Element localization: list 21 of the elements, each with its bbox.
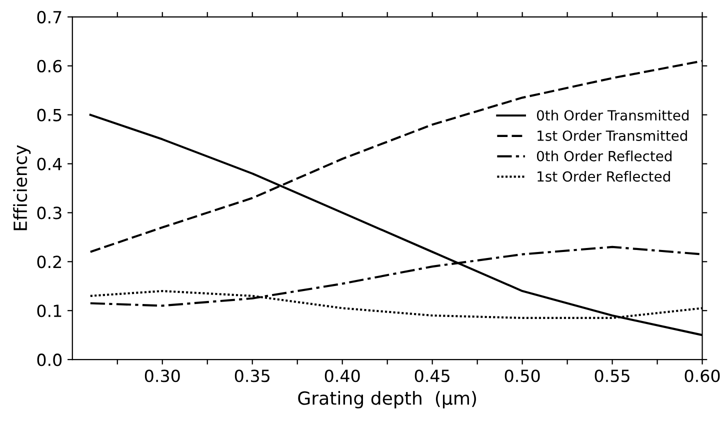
y-tick-label: 0.1 [37,304,62,318]
legend-label: 0th Order Reflected [536,150,672,162]
y-tick-label: 0.5 [37,108,62,122]
y-tick-label: 0.6 [37,60,62,72]
x-tick-label: 0.45 [414,370,450,382]
y-tick-label: 0.2 [37,256,62,268]
y-axis-title: Efficiency [13,145,31,230]
y-tick-label: 0.7 [37,10,62,24]
x-tick-label: 0.55 [594,370,630,382]
x-tick-label: 0.40 [324,370,360,382]
legend-label: 0th Order Transmitted [536,110,689,121]
legend-label: 1st Order Transmitted [538,130,687,141]
x-tick-label: 0.30 [144,370,180,382]
y-tick-label: 0.3 [37,206,62,220]
x-axis-title: Grating depth (μm) [298,390,476,408]
x-tick-label: 0.60 [684,370,720,382]
x-tick-label: 0.35 [234,370,270,382]
x-tick-label: 0.50 [504,370,540,382]
legend-label: 1st Order Reflected [538,170,670,182]
y-tick-label: 0.4 [37,158,62,170]
y-tick-label: 0.0 [37,354,62,366]
